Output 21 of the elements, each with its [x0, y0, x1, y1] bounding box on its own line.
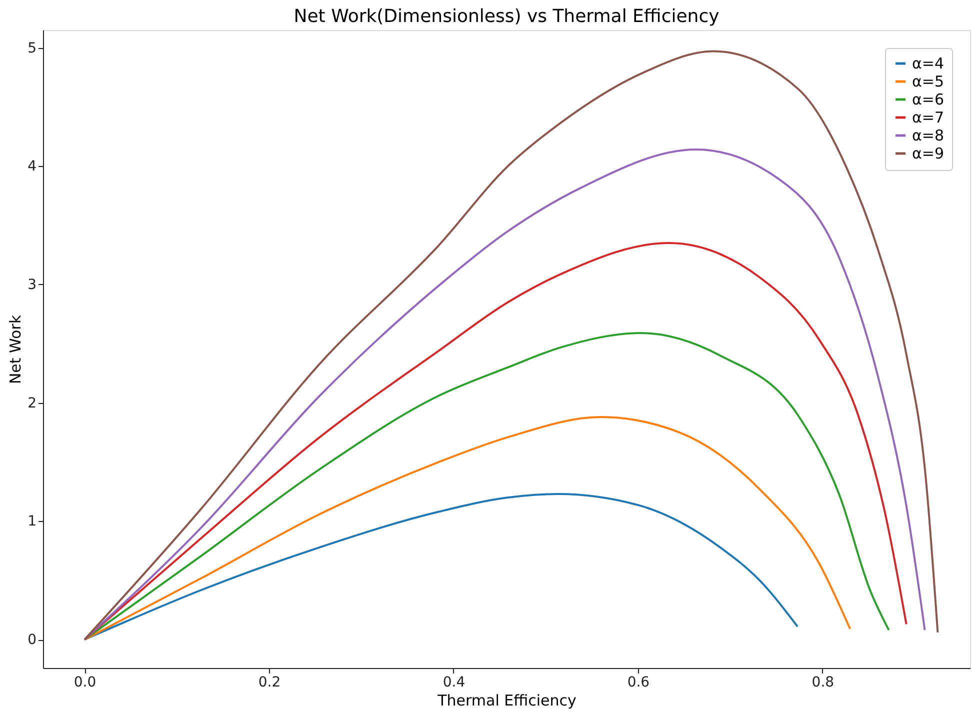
y-axis-title: Net Work: [6, 314, 25, 384]
chart-title: Net Work(Dimensionless) vs Thermal Efficiency: [294, 6, 720, 27]
x-tick-label: 0.8: [812, 674, 834, 690]
y-tick-label: 2: [28, 395, 36, 412]
y-tick-label: 3: [28, 276, 36, 293]
x-tick-label: 0.4: [442, 674, 466, 690]
y-tick-label: 0: [28, 632, 36, 648]
legend-label: α=4: [912, 54, 944, 72]
legend-label: α=8: [912, 126, 944, 144]
x-tick-label: 0.6: [627, 674, 650, 690]
legend-label: α=9: [912, 144, 944, 162]
legend-label: α=5: [912, 72, 944, 90]
legend-label: α=7: [912, 108, 944, 126]
x-axis-title: Thermal Efficiency: [436, 692, 577, 710]
y-tick-label: 1: [28, 514, 36, 530]
x-tick-label: 0.0: [74, 674, 96, 690]
y-tick-label: 5: [28, 40, 36, 56]
legend-label: α=6: [912, 90, 944, 108]
line-series: [84, 416, 852, 641]
x-tick-label: 0.2: [258, 674, 281, 690]
y-tick-label: 4: [28, 158, 37, 175]
